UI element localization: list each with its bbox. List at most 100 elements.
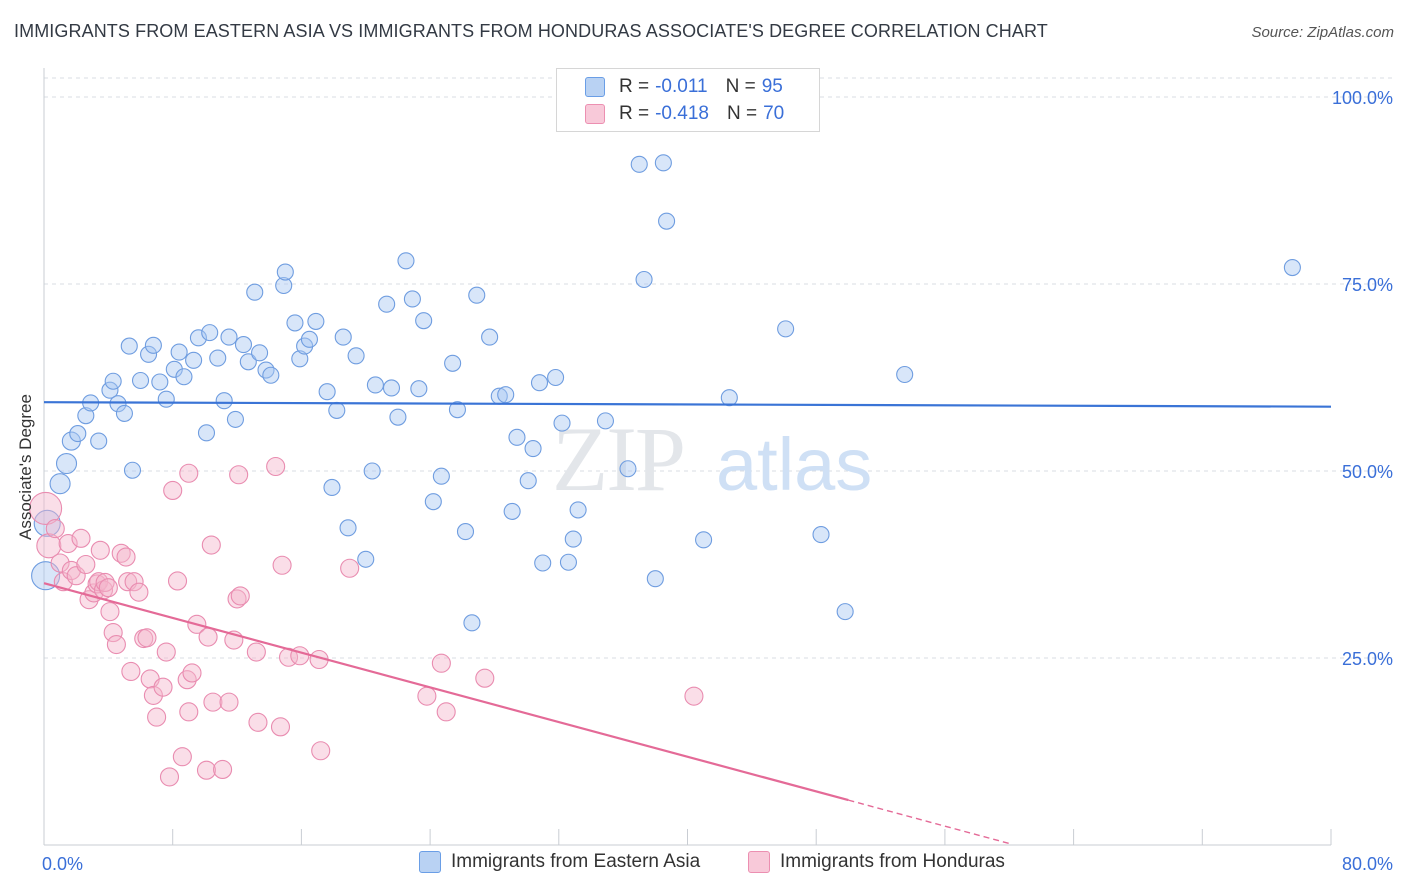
- data-point-eastern-asia: [389, 408, 407, 426]
- data-point-eastern-asia: [286, 314, 304, 332]
- data-point-eastern-asia: [257, 361, 275, 379]
- data-point-honduras: [100, 602, 120, 622]
- legend-n-value: 70: [763, 103, 785, 124]
- data-point-eastern-asia: [109, 395, 127, 413]
- data-point-honduras: [196, 760, 217, 780]
- data-point-honduras: [272, 555, 292, 575]
- data-point-eastern-asia: [339, 519, 357, 537]
- data-point-honduras: [340, 558, 360, 578]
- tick-labels: 25.0% 50.0% 75.0% 100.0% 0.0% 80.0%: [42, 88, 1393, 874]
- legend-r-label: R =: [619, 76, 650, 97]
- data-point-honduras: [124, 572, 144, 592]
- data-point-eastern-asia: [378, 295, 396, 313]
- data-point-eastern-asia: [444, 354, 462, 372]
- axes: [43, 68, 1332, 846]
- data-point-eastern-asia: [90, 432, 108, 450]
- data-point-eastern-asia: [170, 343, 188, 361]
- data-point-eastern-asia: [468, 286, 486, 304]
- series-eastern-asia-points: [31, 154, 1301, 632]
- data-point-eastern-asia: [328, 401, 346, 419]
- data-point-eastern-asia: [101, 381, 119, 399]
- data-point-honduras: [270, 717, 291, 737]
- data-point-eastern-asia: [318, 383, 336, 401]
- data-point-honduras: [230, 586, 250, 606]
- data-point-eastern-asia: [836, 603, 854, 621]
- trend-line-honduras: [43, 582, 849, 802]
- data-point-honduras: [121, 661, 141, 682]
- legend-n-value: 95: [761, 76, 783, 97]
- y-tick-label: 50.0%: [1342, 462, 1393, 482]
- legend-r-label: R =: [619, 103, 650, 124]
- series-honduras-points: [29, 456, 704, 787]
- data-point-eastern-asia: [49, 473, 71, 495]
- data-point-eastern-asia: [564, 530, 582, 548]
- data-point-eastern-asia: [553, 414, 571, 432]
- data-point-honduras: [684, 686, 704, 706]
- data-point-eastern-asia: [366, 376, 384, 394]
- data-point-eastern-asia: [347, 347, 365, 365]
- data-point-eastern-asia: [140, 345, 158, 363]
- data-point-honduras: [90, 540, 110, 560]
- data-point-eastern-asia: [363, 462, 381, 480]
- legend-row-eastern-asia: R = -0.011 N = 95: [585, 74, 783, 100]
- data-point-honduras: [137, 628, 157, 648]
- data-point-eastern-asia: [197, 424, 216, 442]
- data-point-eastern-asia: [189, 329, 207, 347]
- x-tick-label-min: 0.0%: [42, 854, 83, 874]
- data-point-honduras: [172, 747, 192, 767]
- data-point-eastern-asia: [777, 320, 795, 338]
- data-point-eastern-asia: [524, 440, 542, 458]
- data-point-eastern-asia: [175, 368, 193, 386]
- data-point-eastern-asia: [234, 336, 253, 354]
- data-point-eastern-asia: [157, 390, 175, 408]
- data-point-honduras: [153, 677, 173, 697]
- data-point-honduras: [103, 623, 123, 643]
- data-point-honduras: [156, 642, 176, 662]
- legend-r-value: -0.418: [655, 103, 709, 124]
- x-tick-label-max: 80.0%: [1342, 854, 1393, 874]
- legend-item-honduras: Immigrants from Honduras: [748, 851, 1005, 873]
- data-point-eastern-asia: [534, 554, 552, 572]
- data-point-honduras: [116, 547, 136, 567]
- data-point-honduras: [475, 668, 495, 688]
- data-point-eastern-asia: [215, 392, 233, 410]
- data-point-eastern-asia: [131, 371, 150, 390]
- data-point-eastern-asia: [291, 350, 309, 368]
- watermark-atlas: atlas: [716, 423, 872, 506]
- y-tick-label: 25.0%: [1342, 649, 1393, 669]
- data-point-eastern-asia: [812, 526, 830, 544]
- data-point-honduras: [436, 702, 456, 722]
- data-point-eastern-asia: [559, 553, 578, 571]
- legend-n-label: N =: [725, 76, 756, 97]
- data-point-honduras: [219, 692, 239, 712]
- legend-r-value: -0.011: [655, 76, 708, 97]
- data-point-honduras: [311, 741, 331, 761]
- data-point-honduras: [29, 491, 63, 525]
- data-point-eastern-asia: [334, 328, 352, 346]
- data-point-honduras: [177, 670, 197, 690]
- legend-swatch-blue: [585, 77, 605, 97]
- y-tick-label: 75.0%: [1342, 275, 1393, 295]
- data-point-eastern-asia: [251, 344, 269, 362]
- data-point-eastern-asia: [276, 263, 294, 281]
- data-point-eastern-asia: [720, 389, 738, 407]
- data-point-eastern-asia: [262, 366, 280, 384]
- data-point-eastern-asia: [226, 410, 244, 428]
- data-point-eastern-asia: [382, 379, 401, 397]
- legend-swatch-pink: [585, 104, 605, 124]
- legend-item-eastern-asia: Immigrants from Eastern Asia: [419, 851, 700, 873]
- data-point-eastern-asia: [448, 401, 466, 419]
- legend-swatch-blue: [419, 851, 441, 873]
- data-point-eastern-asia: [519, 472, 537, 490]
- data-point-honduras: [106, 634, 126, 655]
- watermark-zip: ZIP: [552, 408, 684, 510]
- data-point-honduras: [98, 578, 118, 598]
- chart-title: IMMIGRANTS FROM EASTERN ASIA VS IMMIGRAN…: [14, 21, 1048, 41]
- data-point-eastern-asia: [120, 337, 138, 355]
- data-point-eastern-asia: [547, 368, 565, 387]
- data-point-honduras: [143, 685, 163, 705]
- legend-row-honduras: R = -0.418 N = 70: [585, 101, 784, 127]
- data-point-eastern-asia: [77, 407, 95, 425]
- data-point-honduras: [417, 686, 437, 706]
